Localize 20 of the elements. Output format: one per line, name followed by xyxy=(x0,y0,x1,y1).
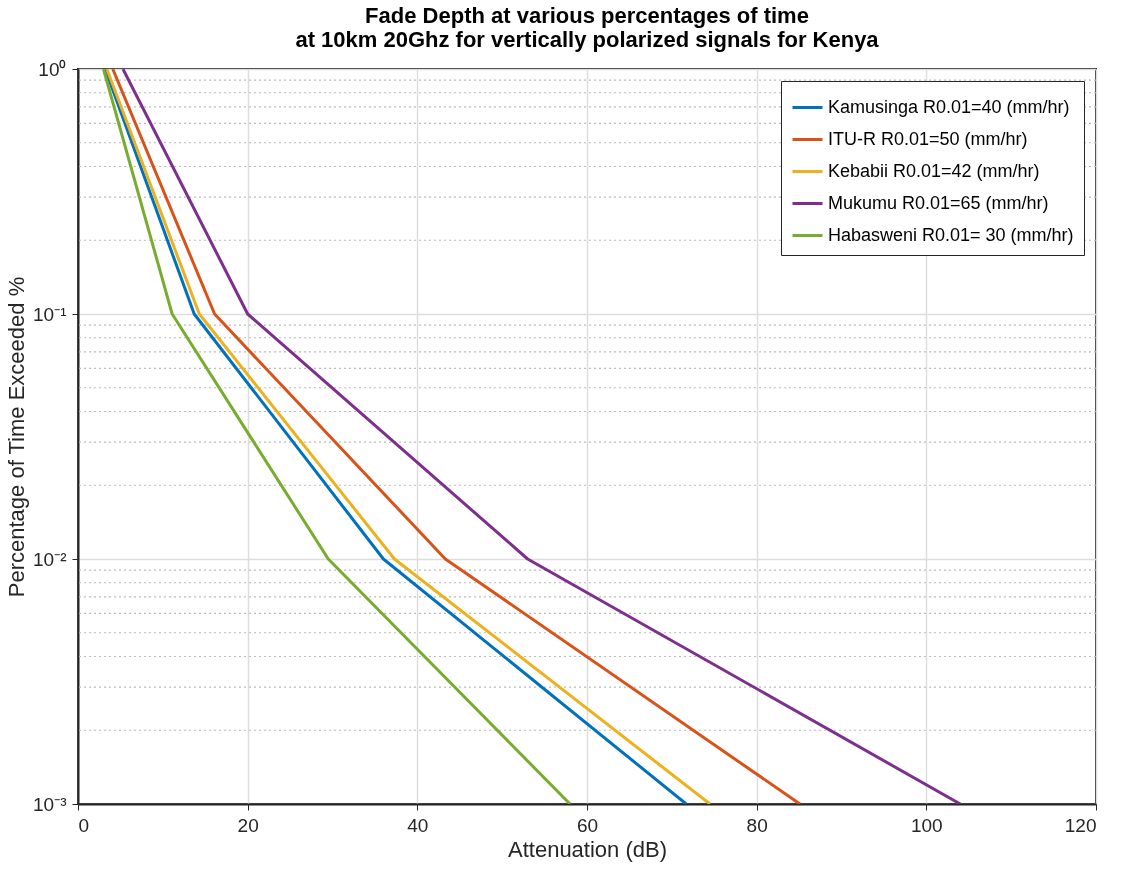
legend-label: ITU-R R0.01=50 (mm/hr) xyxy=(828,128,1028,149)
x-tick-label: 20 xyxy=(237,814,259,836)
x-axis-title: Attenuation (dB) xyxy=(508,836,667,862)
x-tick-label: 80 xyxy=(746,814,768,836)
legend-label: Kebabii R0.01=42 (mm/hr) xyxy=(828,160,1040,181)
y-tick-label: 10⁰ xyxy=(38,58,67,80)
y-axis-title: Percentage of Time Exceeded % xyxy=(4,276,30,598)
x-tick-label: 100 xyxy=(910,814,943,836)
legend-label: Kamusinga R0.01=40 (mm/hr) xyxy=(828,96,1070,117)
x-tick-label: 0 xyxy=(78,814,90,836)
y-tick-label: 10⁻¹ xyxy=(33,303,67,325)
x-tick-label: 60 xyxy=(576,814,599,836)
x-tick-label: 120 xyxy=(1064,814,1097,836)
line-series xyxy=(101,69,572,804)
legend-label: Habasweni R0.01= 30 (mm/hr) xyxy=(828,224,1074,245)
y-tick-label: 10⁻³ xyxy=(33,793,67,815)
x-tick-label: 40 xyxy=(407,814,429,836)
legend-label: Mukumu R0.01=65 (mm/hr) xyxy=(828,192,1049,213)
chart-title: Fade Depth at various percentages of time at 10km 20Ghz for vertically polarized signals for Kenya xyxy=(295,3,880,52)
y-tick-label: 10⁻² xyxy=(33,548,67,570)
